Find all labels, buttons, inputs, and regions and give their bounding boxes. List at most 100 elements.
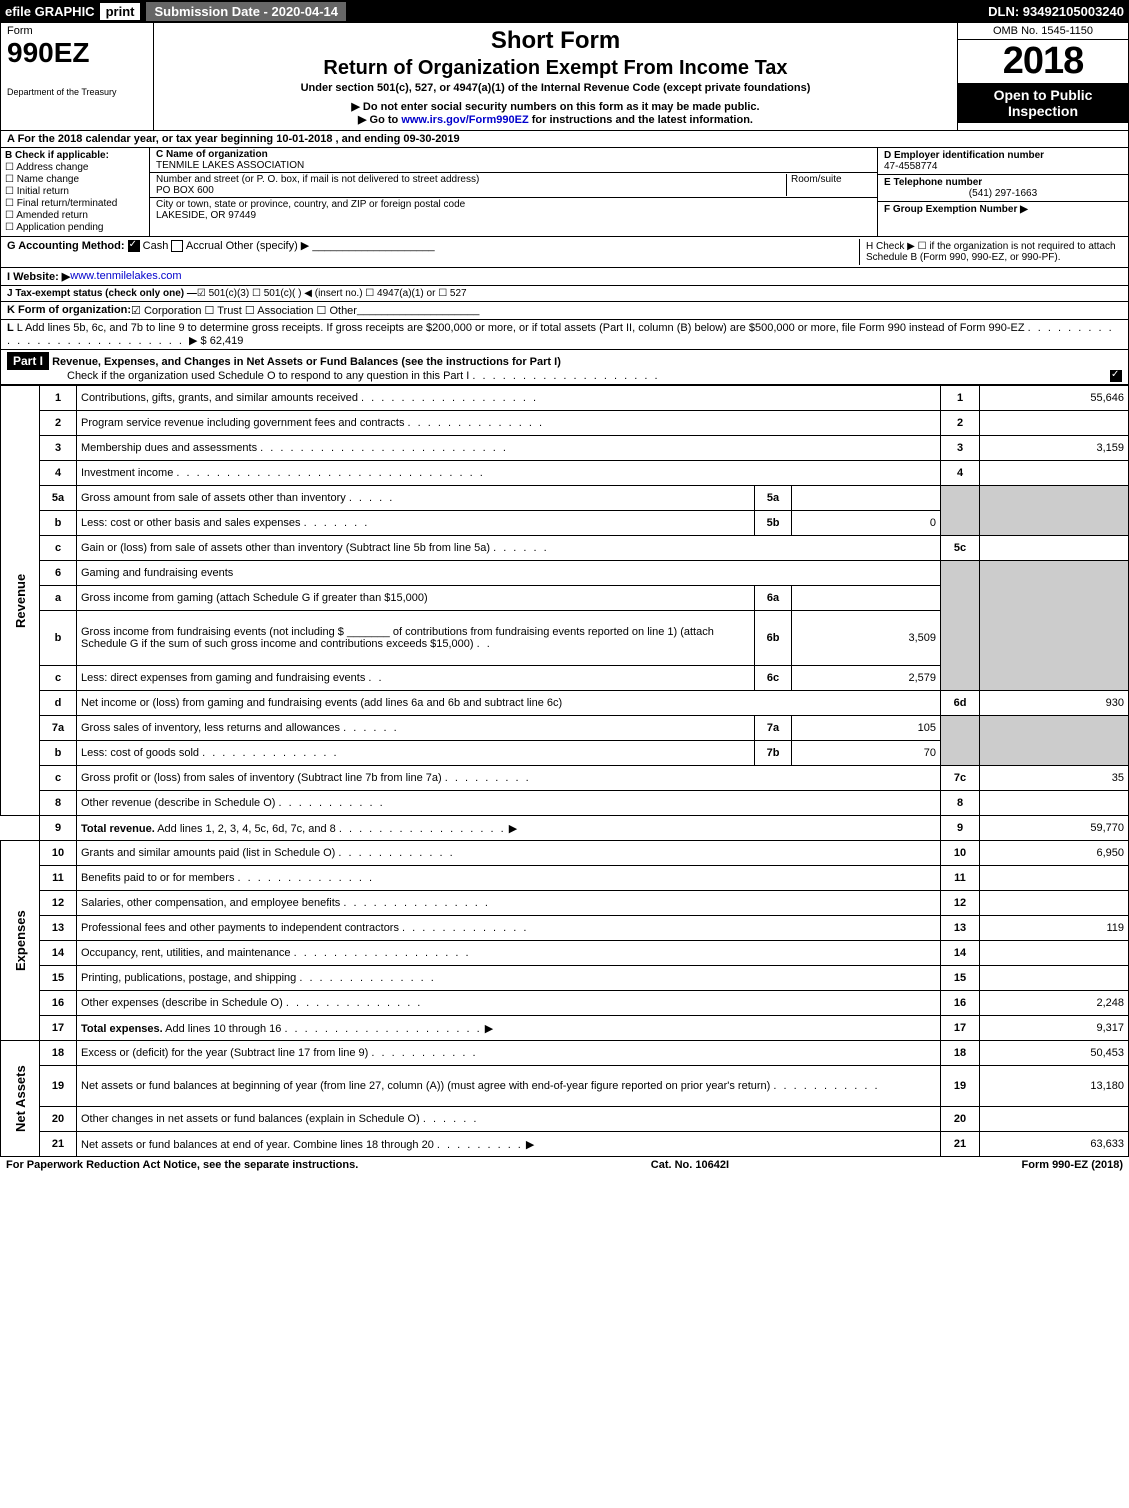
city: LAKESIDE, OR 97449 <box>156 210 256 221</box>
part-i-title: Revenue, Expenses, and Changes in Net As… <box>52 356 561 368</box>
period-row: A For the 2018 calendar year, or tax yea… <box>0 131 1129 148</box>
line-6-desc: Gaming and fundraising events <box>77 561 941 586</box>
line-5b-sub: 5b <box>755 511 792 536</box>
line-15-desc: Printing, publications, postage, and shi… <box>81 972 296 984</box>
row-l: L L Add lines 5b, 6c, and 7b to line 9 t… <box>0 320 1129 350</box>
footer-center: Cat. No. 10642I <box>651 1159 729 1171</box>
warning-1: ▶ Do not enter social security numbers o… <box>158 100 953 113</box>
chk-accrual[interactable] <box>171 240 183 252</box>
dln: DLN: 93492105003240 <box>988 4 1124 19</box>
part-i-header: Part I Revenue, Expenses, and Changes in… <box>0 350 1129 385</box>
line-14-num: 14 <box>40 941 77 966</box>
line-20-amt <box>980 1107 1129 1132</box>
chk-cash[interactable] <box>128 240 140 252</box>
ein: 47-4558774 <box>884 161 937 172</box>
line-5b-desc: Less: cost or other basis and sales expe… <box>81 517 301 529</box>
line-5c-desc: Gain or (loss) from sale of assets other… <box>81 542 490 554</box>
period-mid: , and ending <box>336 133 401 145</box>
line-4-desc: Investment income <box>81 467 173 479</box>
row-i: I Website: ▶ www.tenmilelakes.com <box>0 268 1129 286</box>
line-3-amt: 3,159 <box>980 436 1129 461</box>
line-9-box: 9 <box>941 816 980 841</box>
revenue-side-label: Revenue <box>1 386 40 816</box>
street-label: Number and street (or P. O. box, if mail… <box>156 174 479 185</box>
line-14-desc: Occupancy, rent, utilities, and maintena… <box>81 947 291 959</box>
footer-right: Form 990-EZ (2018) <box>1022 1159 1124 1171</box>
line-5a-num: 5a <box>40 486 77 511</box>
line-7c-amt: 35 <box>980 766 1129 791</box>
line-3-box: 3 <box>941 436 980 461</box>
row-k: K Form of organization: ☑ Corporation ☐ … <box>0 302 1129 320</box>
line-12-desc: Salaries, other compensation, and employ… <box>81 897 340 909</box>
period-label: A For the 2018 calendar year, or tax yea… <box>7 133 273 145</box>
line-9-amt: 59,770 <box>980 816 1129 841</box>
row-h: H Check ▶ ☐ if the organization is not r… <box>859 239 1122 265</box>
line-7c-desc: Gross profit or (loss) from sales of inv… <box>81 772 442 784</box>
chk-pending[interactable]: ☐ Application pending <box>5 222 145 233</box>
line-10-amt: 6,950 <box>980 841 1129 866</box>
website-label: I Website: ▶ <box>7 270 70 283</box>
box-c: C Name of organization TENMILE LAKES ASS… <box>150 148 877 236</box>
line-21-num: 21 <box>40 1132 77 1157</box>
accrual-label: Accrual <box>186 240 223 252</box>
line-10-box: 10 <box>941 841 980 866</box>
chk-name[interactable]: ☐ Name change <box>5 174 145 185</box>
line-1-num: 1 <box>40 386 77 411</box>
line-2-box: 2 <box>941 411 980 436</box>
org-name-label: C Name of organization <box>156 149 268 160</box>
chk-initial[interactable]: ☐ Initial return <box>5 186 145 197</box>
line-14-amt <box>980 941 1129 966</box>
line-9-num: 9 <box>40 816 77 841</box>
line-6b-desc: Gross income from fundraising events (no… <box>81 626 714 650</box>
line-16-amt: 2,248 <box>980 991 1129 1016</box>
chk-amended[interactable]: ☐ Amended return <box>5 210 145 221</box>
section-text: Under section 501(c), 527, or 4947(a)(1)… <box>158 82 953 94</box>
line-18-num: 18 <box>40 1041 77 1066</box>
chk-address[interactable]: ☐ Address change <box>5 162 145 173</box>
line-11-desc: Benefits paid to or for members <box>81 872 234 884</box>
line-20-desc: Other changes in net assets or fund bala… <box>81 1113 420 1125</box>
line-6d-num: d <box>40 691 77 716</box>
line-7a-subamt: 105 <box>792 716 941 741</box>
line-2-num: 2 <box>40 411 77 436</box>
room-label: Room/suite <box>791 174 842 185</box>
line-3-desc: Membership dues and assessments <box>81 442 257 454</box>
top-bar: efile GRAPHIC print Submission Date - 20… <box>0 0 1129 23</box>
box-b-label: B Check if applicable: <box>5 150 109 161</box>
line-8-amt <box>980 791 1129 816</box>
org-name: TENMILE LAKES ASSOCIATION <box>156 160 304 171</box>
netassets-side-label: Net Assets <box>1 1041 40 1157</box>
form-number: 990EZ <box>7 37 147 69</box>
website-link[interactable]: www.tenmilelakes.com <box>70 270 181 283</box>
line-11-box: 11 <box>941 866 980 891</box>
other-label: Other (specify) ▶ <box>226 240 310 252</box>
tax-exempt-opts: ☑ 501(c)(3) ☐ 501(c)( ) ◀ (insert no.) ☐… <box>197 288 467 299</box>
line-15-box: 15 <box>941 966 980 991</box>
omb-number: OMB No. 1545-1150 <box>958 23 1128 40</box>
line-13-num: 13 <box>40 916 77 941</box>
line-17-amt: 9,317 <box>980 1016 1129 1041</box>
line-18-box: 18 <box>941 1041 980 1066</box>
line-6c-sub: 6c <box>755 666 792 691</box>
line-6c-num: c <box>40 666 77 691</box>
chk-final[interactable]: ☐ Final return/terminated <box>5 198 145 209</box>
print-button[interactable]: print <box>99 2 142 21</box>
line-8-desc: Other revenue (describe in Schedule O) <box>81 797 275 809</box>
part-i-check: Check if the organization used Schedule … <box>67 370 469 382</box>
line-19-box: 19 <box>941 1066 980 1107</box>
line-12-amt <box>980 891 1129 916</box>
period-begin: 10-01-2018 <box>276 133 332 145</box>
row-l-text: L Add lines 5b, 6c, and 7b to line 9 to … <box>17 322 1025 334</box>
line-7a-sub: 7a <box>755 716 792 741</box>
box-right: D Employer identification number 47-4558… <box>877 148 1128 236</box>
line-10-num: 10 <box>40 841 77 866</box>
line-16-box: 16 <box>941 991 980 1016</box>
cash-label: Cash <box>143 240 169 252</box>
irs-link[interactable]: www.irs.gov/Form990EZ <box>401 114 528 126</box>
line-6d-desc: Net income or (loss) from gaming and fun… <box>81 697 562 709</box>
line-11-amt <box>980 866 1129 891</box>
chk-schedule-o[interactable] <box>1110 370 1122 382</box>
page-footer: For Paperwork Reduction Act Notice, see … <box>0 1157 1129 1173</box>
tax-exempt-label: J Tax-exempt status (check only one) — <box>7 288 197 299</box>
info-grid: B Check if applicable: ☐ Address change … <box>0 148 1129 237</box>
